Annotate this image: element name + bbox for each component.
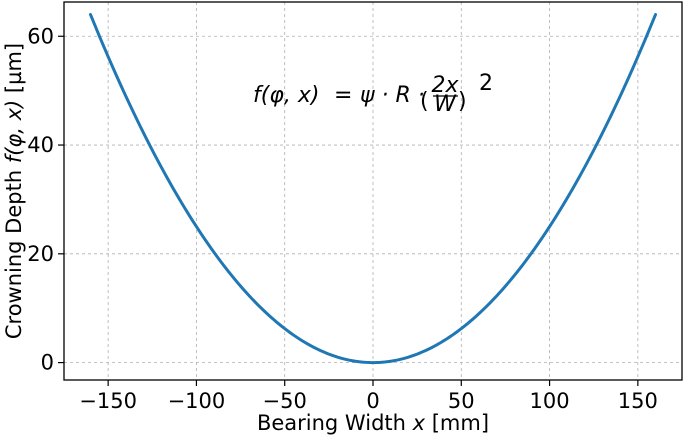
x-tick-label: −100 xyxy=(168,389,226,413)
y-axis-label: Crowning Depth f(φ, x) [µm] xyxy=(2,43,26,339)
x-axis-label-variable: x xyxy=(412,411,426,435)
y-tick-label: 0 xyxy=(41,351,54,375)
grid xyxy=(64,2,682,380)
formula-coefficient: ψ · R · xyxy=(360,83,425,108)
formula-lhs: f(φ, x) xyxy=(253,83,319,108)
y-axis-label-prefix: Crowning Depth xyxy=(2,163,26,339)
x-tick-label: 100 xyxy=(530,389,570,413)
x-tick-label: −50 xyxy=(263,389,307,413)
y-tick-label: 20 xyxy=(27,242,54,266)
plot-frame xyxy=(63,1,683,381)
formula-equals: = xyxy=(334,83,352,108)
y-tick-label: 40 xyxy=(27,133,54,157)
formula-fraction-denominator: W xyxy=(434,92,457,117)
x-axis-label-unit: [mm] xyxy=(425,411,489,435)
formula-exponent: 2 xyxy=(479,71,493,96)
formula-annotation: f(φ, x) = ψ · R · ( 2x W ) 2 xyxy=(253,71,493,117)
formula-open-paren: ( xyxy=(420,89,429,114)
x-axis-label: Bearing Width x [mm] xyxy=(257,411,489,435)
series-line xyxy=(88,13,658,365)
x-tick-label: 0 xyxy=(366,389,379,413)
formula-close-paren: ) xyxy=(458,89,467,114)
x-tick-label: 50 xyxy=(448,389,475,413)
x-tick-label: 150 xyxy=(618,389,658,413)
x-axis-label-prefix: Bearing Width xyxy=(257,411,413,435)
y-tick-label: 60 xyxy=(27,24,54,48)
x-axis: −150 −100 −50 0 50 100 150 xyxy=(79,380,658,413)
y-axis-label-variable: f(φ, x) xyxy=(2,100,26,163)
x-tick-label: −150 xyxy=(79,389,137,413)
y-axis-label-unit: [µm] xyxy=(2,43,26,100)
formula-fraction-numerator: 2x xyxy=(431,73,459,98)
y-axis: 0 20 40 60 xyxy=(27,24,64,375)
